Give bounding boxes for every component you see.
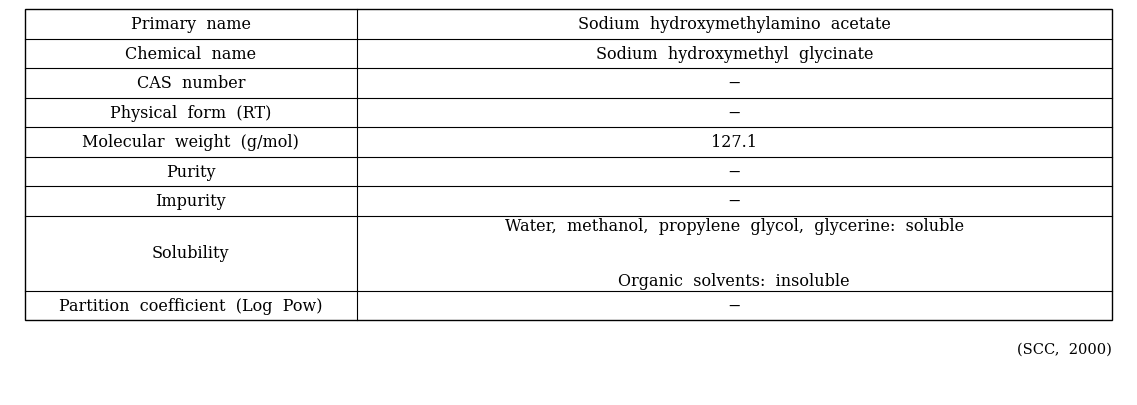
Text: Molecular  weight  (g/mol): Molecular weight (g/mol) [82,134,299,151]
Text: 127.1: 127.1 [712,134,757,151]
Text: Sodium  hydroxymethyl  glycinate: Sodium hydroxymethyl glycinate [596,46,873,63]
Text: Physical  form  (RT): Physical form (RT) [110,104,272,122]
Text: Purity: Purity [166,163,216,180]
Text: (SCC,  2000): (SCC, 2000) [1018,342,1112,356]
Text: −: − [728,75,741,92]
Text: Solubility: Solubility [152,245,230,262]
Text: Sodium  hydroxymethylamino  acetate: Sodium hydroxymethylamino acetate [578,16,890,33]
Text: −: − [728,104,741,122]
Text: Impurity: Impurity [156,193,226,210]
Text: Partition  coefficient  (Log  Pow): Partition coefficient (Log Pow) [59,297,323,314]
Text: −: − [728,297,741,314]
Text: Chemical  name: Chemical name [125,46,256,63]
Text: −: − [728,163,741,180]
Bar [25,10,1112,320]
Text: Water,  methanol,  propylene  glycol,  glycerine:  soluble

Organic  solvents:  : Water, methanol, propylene glycol, glyce… [505,217,964,289]
Text: Primary  name: Primary name [131,16,251,33]
Text: −: − [728,193,741,210]
Text: CAS  number: CAS number [136,75,244,92]
